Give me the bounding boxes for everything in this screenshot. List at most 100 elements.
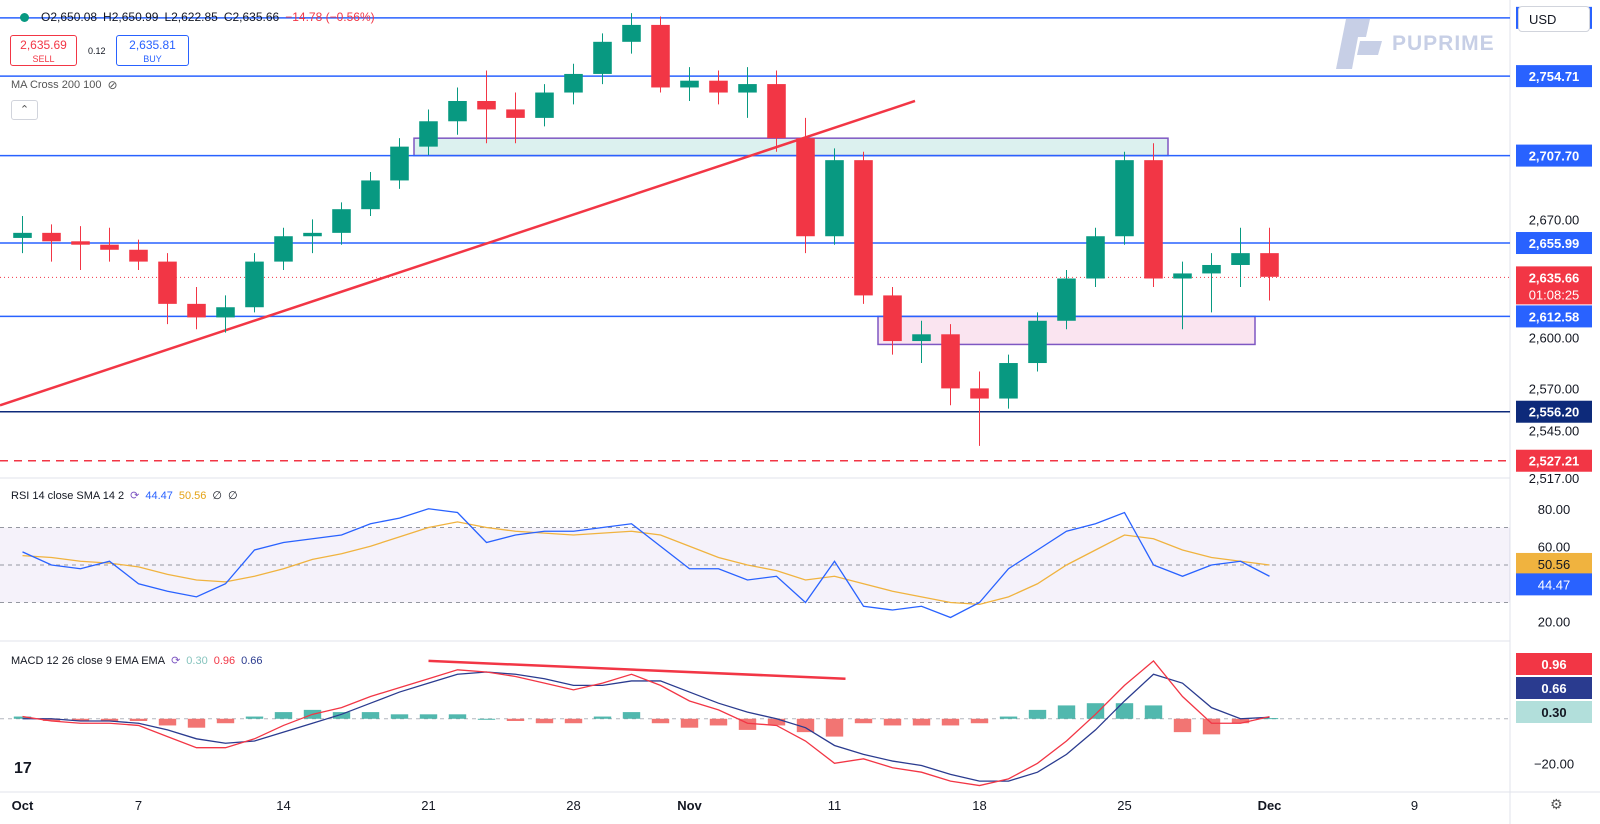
rsi-legend[interactable]: RSI 14 close SMA 14 2 ⟳ 44.47 50.56 ∅ ∅	[11, 489, 238, 503]
level-tag: 2,655.99	[1529, 236, 1580, 251]
candle-body	[390, 146, 409, 181]
macd-tag: 0.96	[1541, 657, 1566, 672]
candle-body	[419, 121, 438, 147]
candle-body	[1173, 273, 1192, 279]
candle-body	[477, 100, 496, 110]
macd-histogram-bar	[796, 718, 815, 733]
macd-line	[22, 659, 1270, 787]
macd-histogram-bar	[767, 718, 786, 726]
time-axis-label: 11	[828, 798, 842, 813]
close-value: C2,635.66	[223, 10, 280, 24]
candle-body	[1057, 278, 1076, 321]
macd-histogram-bar	[1260, 718, 1279, 720]
change-value: −14.78 (−0.56%)	[285, 10, 375, 24]
buy-price: 2,635.81	[129, 38, 176, 52]
macd-histogram-bar	[941, 718, 960, 726]
rsi-extra-2: ∅	[228, 490, 238, 502]
eye-hidden-icon[interactable]: ⊘	[107, 78, 118, 92]
rsi-axis-label: 80.00	[1538, 502, 1571, 517]
time-axis-label: 7	[135, 798, 142, 813]
macd-histogram-bar	[506, 718, 525, 721]
price-axis-label: 2,600.00	[1529, 331, 1580, 346]
candle-body	[506, 109, 525, 118]
time-axis-label: Oct	[12, 798, 34, 813]
macd-hist-value: 0.30	[186, 654, 208, 667]
macd-label: MACD 12 26 close 9 EMA EMA	[11, 654, 166, 667]
level-tag-bg	[1516, 65, 1592, 88]
candle-body	[1260, 253, 1279, 277]
level-tag: 2,754.71	[1529, 69, 1580, 84]
candle-body	[622, 24, 641, 42]
rsi-extra-1: ∅	[212, 490, 222, 502]
candle-body	[1028, 320, 1047, 364]
level-tag: 2,612.58	[1529, 309, 1580, 324]
candle-body	[1144, 160, 1163, 279]
macd-histogram-bar	[1086, 703, 1105, 719]
candle-body	[535, 92, 554, 118]
collapse-legend-button[interactable]: ⌃	[11, 100, 38, 120]
level-tag-bg	[1516, 232, 1592, 255]
macd-divergence-line[interactable]	[428, 659, 846, 680]
high-value: H2,650.99	[103, 10, 159, 24]
ohlc-legend: O2,650.08 H2,650.99 L2,622.85 C2,635.66 …	[20, 10, 375, 24]
macd-histogram-bar	[419, 714, 438, 719]
macd-tag-bg	[1516, 701, 1592, 723]
level-tag-bg	[1516, 305, 1592, 328]
candle-body	[129, 249, 148, 262]
macd-tag-bg	[1516, 677, 1592, 699]
market-status-icon	[20, 12, 29, 22]
candle-body	[941, 334, 960, 389]
countdown-label: 01:08:25	[1529, 287, 1580, 302]
trendline[interactable]	[0, 99, 916, 407]
macd-histogram-bar	[187, 718, 206, 728]
macd-histogram-bar	[970, 718, 989, 724]
macd-legend[interactable]: MACD 12 26 close 9 EMA EMA ⟳ 0.30 0.96 0…	[11, 654, 263, 668]
candle-body	[361, 180, 380, 210]
macd-histogram-bar	[390, 714, 409, 719]
ma-cross-legend[interactable]: MA Cross 200 100 ⊘	[11, 78, 118, 92]
macd-signal-line	[22, 671, 1270, 782]
macd-histogram-bar	[564, 718, 583, 724]
candle-body	[71, 241, 90, 245]
puprime-logo-icon	[1336, 19, 1382, 69]
macd-histogram-bar	[1115, 703, 1134, 719]
macd-histogram-bar	[622, 712, 641, 719]
candle-body	[303, 232, 322, 237]
candle-body	[158, 261, 177, 304]
buy-button[interactable]: 2,635.81 BUY	[116, 35, 189, 66]
rsi-tag: 44.47	[1538, 577, 1571, 592]
sell-button[interactable]: 2,635.69 SELL	[10, 35, 77, 66]
macd-histogram-bar	[825, 718, 844, 737]
candle-body	[100, 244, 119, 250]
rsi-tag-bg	[1516, 573, 1592, 596]
gear-icon[interactable]: ⚙	[1550, 796, 1563, 812]
level-tag-bg	[1516, 144, 1592, 167]
candle-body	[796, 138, 815, 237]
candle-body	[651, 24, 670, 88]
macd-histogram-bar	[245, 716, 264, 719]
macd-histogram-bar	[477, 718, 496, 720]
macd-histogram-bar	[71, 718, 90, 721]
candle-body	[42, 232, 61, 242]
macd-histogram-bar	[680, 718, 699, 728]
macd-axis-label: −20.00	[1534, 756, 1574, 771]
candle-body	[825, 160, 844, 237]
level-tag-bg	[1516, 400, 1592, 423]
candle-body	[13, 232, 32, 238]
macd-histogram-bar	[1173, 718, 1192, 733]
macd-histogram-bar	[651, 718, 670, 724]
candle-body	[709, 80, 728, 93]
time-axis-label: Nov	[677, 798, 702, 813]
macd-histogram-bar	[129, 718, 148, 721]
price-zone[interactable]	[413, 137, 1169, 157]
macd-tag: 0.66	[1541, 681, 1566, 696]
level-tag: 2,527.21	[1529, 454, 1580, 469]
currency-selector[interactable]: USD	[1518, 6, 1590, 32]
macd-histogram-bar	[1144, 705, 1163, 719]
tradingview-logo-icon[interactable]: 17	[14, 760, 32, 777]
macd-histogram-bar	[216, 718, 235, 724]
macd-histogram-bar	[593, 716, 612, 719]
candle-body	[883, 295, 902, 342]
